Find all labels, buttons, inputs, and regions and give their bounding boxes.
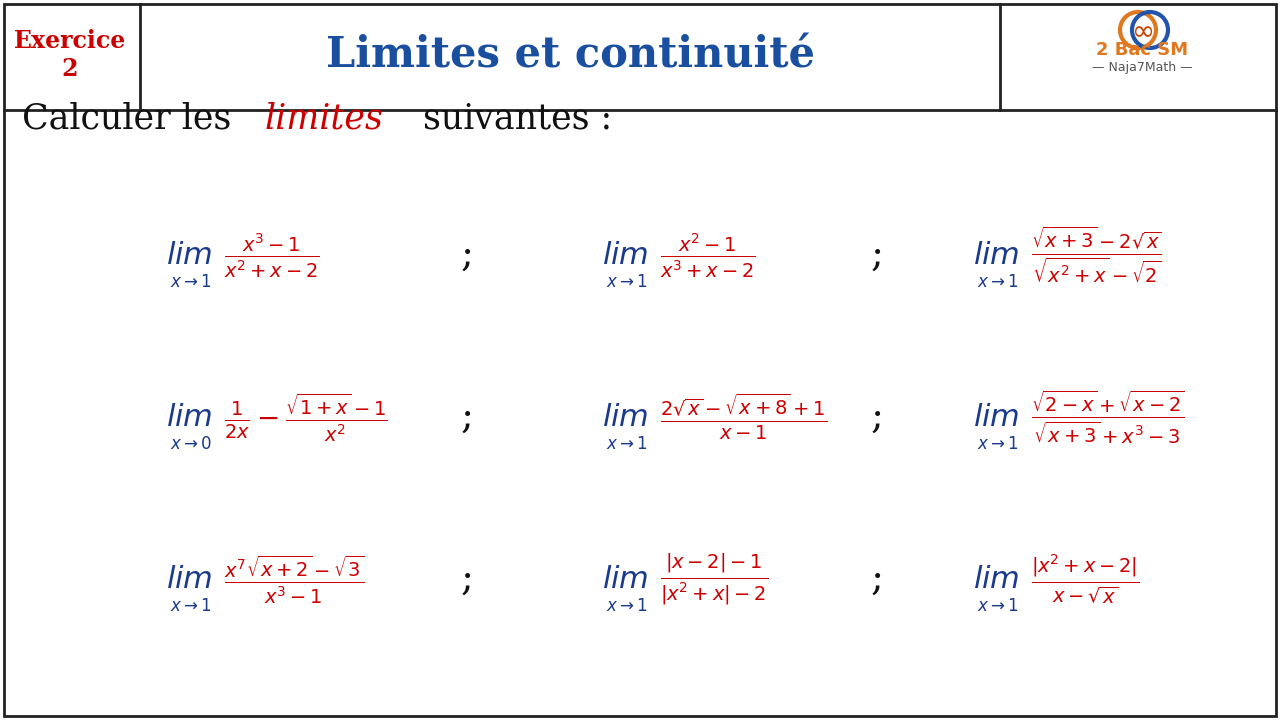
Text: ;: ; (461, 399, 474, 436)
Text: $\frac{x^3-1}{x^2+x-2}$: $\frac{x^3-1}{x^2+x-2}$ (224, 230, 320, 279)
Text: suivantes :: suivantes : (412, 102, 612, 136)
Text: $\mathit{lim}$: $\mathit{lim}$ (602, 402, 648, 433)
Text: $\mathit{lim}$: $\mathit{lim}$ (973, 240, 1019, 271)
Text: $x\to 1$: $x\to 1$ (605, 273, 648, 291)
Text: $\frac{x^7\sqrt{x+2}-\sqrt{3}}{x^3-1}$: $\frac{x^7\sqrt{x+2}-\sqrt{3}}{x^3-1}$ (224, 553, 365, 606)
Text: $\frac{|x^2+x-2|}{x-\sqrt{x}}$: $\frac{|x^2+x-2|}{x-\sqrt{x}}$ (1030, 552, 1139, 606)
Text: $\frac{2\sqrt{x}-\sqrt{x+8}+1}{x-1}$: $\frac{2\sqrt{x}-\sqrt{x+8}+1}{x-1}$ (659, 392, 827, 442)
Text: Calculer les: Calculer les (22, 102, 242, 136)
Text: — Naja7Math —: — Naja7Math — (1092, 60, 1192, 73)
Text: ;: ; (870, 399, 883, 436)
Text: Exercice
2: Exercice 2 (14, 29, 127, 81)
Text: $\frac{x^2-1}{x^3+x-2}$: $\frac{x^2-1}{x^3+x-2}$ (659, 230, 755, 279)
Text: $\frac{\sqrt{2-x}+\sqrt{x-2}}{\sqrt{x+3}+x^3-3}$: $\frac{\sqrt{2-x}+\sqrt{x-2}}{\sqrt{x+3}… (1030, 389, 1185, 446)
Text: ;: ; (461, 561, 474, 598)
Text: $\mathit{lim}$: $\mathit{lim}$ (166, 564, 212, 595)
Text: $x\to 1$: $x\to 1$ (170, 597, 212, 615)
Text: $\mathit{lim}$: $\mathit{lim}$ (973, 564, 1019, 595)
Text: $x\to 1$: $x\to 1$ (977, 435, 1019, 453)
Text: 2 Bac SM: 2 Bac SM (1096, 41, 1188, 59)
Text: $x\to 1$: $x\to 1$ (605, 597, 648, 615)
Text: Limites et continuité: Limites et continuité (325, 34, 814, 76)
Text: limites: limites (265, 102, 384, 136)
Text: $\mathit{lim}$: $\mathit{lim}$ (166, 402, 212, 433)
Text: ;: ; (870, 561, 883, 598)
Text: $x\to 1$: $x\to 1$ (977, 597, 1019, 615)
Text: $\infty$: $\infty$ (1132, 16, 1153, 44)
Text: $\frac{|x-2|-1}{|x^2+x|-2}$: $\frac{|x-2|-1}{|x^2+x|-2}$ (659, 552, 768, 607)
Text: $x\to 1$: $x\to 1$ (977, 273, 1019, 291)
Text: $\mathit{lim}$: $\mathit{lim}$ (166, 240, 212, 271)
Text: $\frac{\sqrt{x+3}-2\sqrt{x}}{\sqrt{x^2+x}-\sqrt{2}}$: $\frac{\sqrt{x+3}-2\sqrt{x}}{\sqrt{x^2+x… (1030, 225, 1162, 286)
Text: ;: ; (870, 237, 883, 274)
Text: $\mathit{lim}$: $\mathit{lim}$ (602, 240, 648, 271)
Text: $\mathit{lim}$: $\mathit{lim}$ (602, 564, 648, 595)
Text: $\frac{1}{2x}-\frac{\sqrt{1+x}-1}{x^2}$: $\frac{1}{2x}-\frac{\sqrt{1+x}-1}{x^2}$ (224, 391, 388, 444)
Text: ;: ; (461, 237, 474, 274)
Text: $x\to 1$: $x\to 1$ (605, 435, 648, 453)
Text: $x\to 0$: $x\to 0$ (170, 435, 212, 453)
Text: $\mathit{lim}$: $\mathit{lim}$ (973, 402, 1019, 433)
Text: $x\to 1$: $x\to 1$ (170, 273, 212, 291)
